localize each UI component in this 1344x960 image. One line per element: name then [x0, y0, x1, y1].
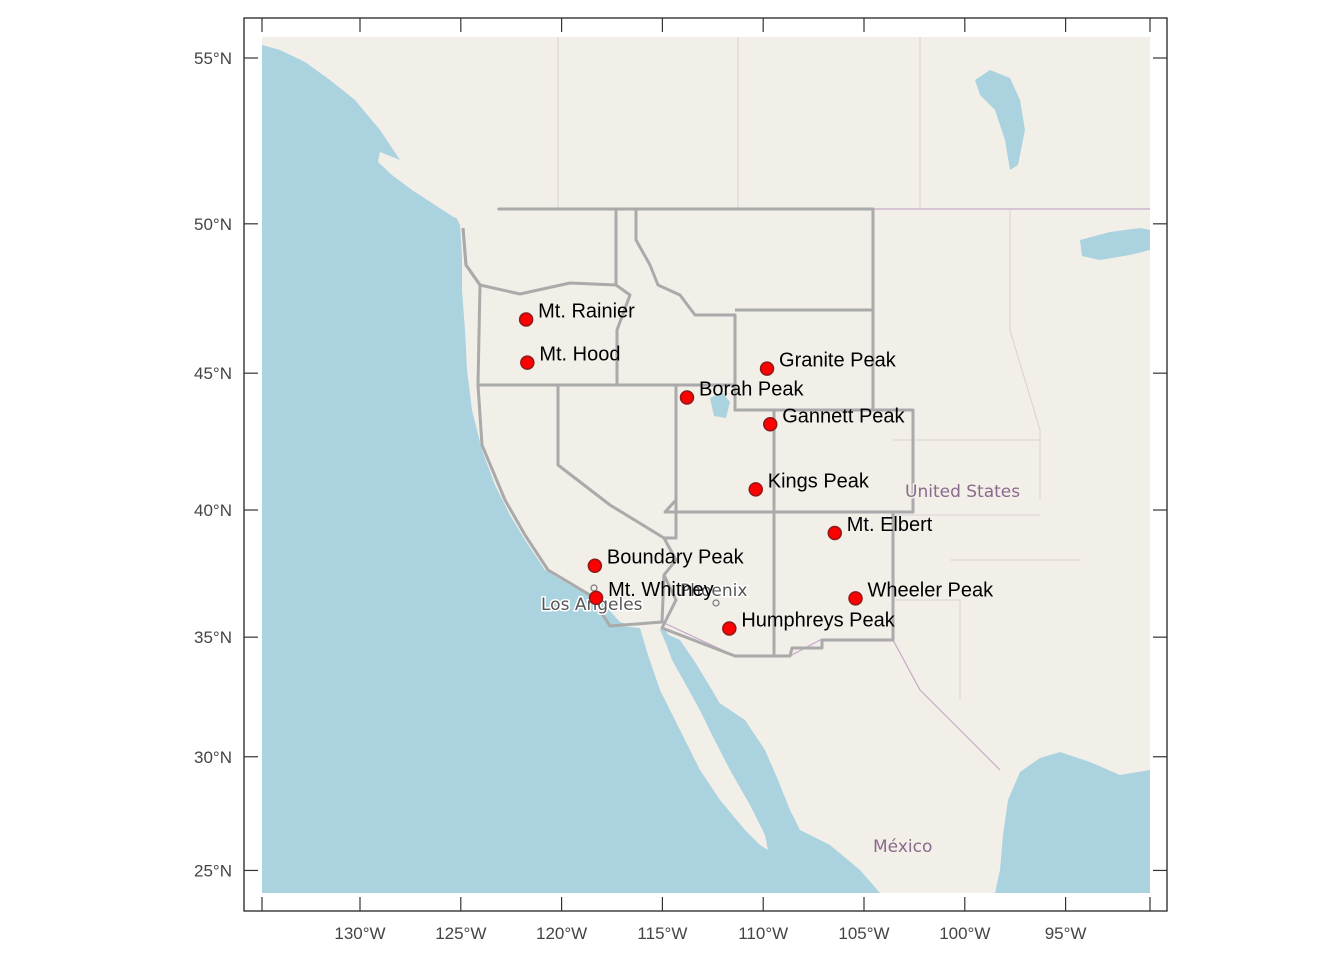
label-los-angeles: Los Angeles	[541, 595, 643, 615]
y-tick-label: 30°N	[194, 748, 232, 767]
peak-marker-group: Borah Peak	[679, 379, 805, 405]
y-tick-label: 35°N	[194, 628, 232, 647]
y-tick-label: 55°N	[194, 49, 232, 68]
x-tick-label: 95°W	[1045, 924, 1087, 943]
basemap	[262, 37, 1150, 893]
label-phoenix: Phoenix	[680, 581, 747, 601]
peaks-layer: Mt. Rainier Mt. Hood Granite Peak Borah Pea…	[518, 301, 995, 636]
peak-marker-group: Mt. Rainier	[518, 301, 635, 327]
x-tick-label: 120°W	[536, 924, 587, 943]
x-axis: 130°W 125°W 120°W 115°W 110°W 105°W 100°W 95°W	[261, 18, 1151, 943]
faint-admin-lines	[557, 37, 1080, 700]
peak-marker-group: Humphreys Peak	[722, 610, 896, 636]
x-tick-label: 125°W	[435, 924, 486, 943]
y-tick-label: 40°N	[194, 501, 232, 520]
peak-label: Borah Peak	[699, 379, 805, 401]
peak-marker[interactable]	[827, 525, 843, 541]
peak-marker[interactable]	[679, 390, 695, 405]
land-baja	[612, 625, 768, 850]
peak-label: Wheeler Peak	[868, 579, 995, 601]
panel-border	[243, 17, 1168, 912]
peak-marker[interactable]	[587, 558, 603, 573]
peak-marker-group: Mt. Hood	[520, 344, 620, 370]
y-tick-label: 50°N	[194, 215, 232, 234]
peak-marker[interactable]	[763, 417, 778, 432]
peak-marker-group: Wheeler Peak	[848, 579, 995, 606]
peak-marker[interactable]	[588, 590, 604, 606]
label-united-states: United States	[905, 482, 1020, 502]
peak-marker-group: Mt. Elbert	[827, 514, 933, 541]
gulf-of-california	[662, 632, 778, 845]
land-vancouver-island	[378, 152, 462, 218]
basemap-labels: United States México Los Angeles Phoenix	[540, 481, 1022, 859]
peak-marker[interactable]	[722, 621, 737, 636]
peak-label: Mt. Rainier	[538, 301, 635, 323]
label-mexico: México	[873, 837, 932, 857]
y-tick-label: 25°N	[194, 861, 232, 880]
y-axis: 55°N 50°N 45°N 40°N 35°N 30°N 25°N	[194, 49, 1167, 880]
y-tick-label: 45°N	[194, 364, 232, 383]
salt-lake	[710, 392, 730, 418]
x-tick-label: 115°W	[637, 924, 687, 943]
peak-marker[interactable]	[759, 361, 775, 376]
peak-label: Granite Peak	[779, 350, 897, 372]
state-boundaries	[461, 207, 915, 658]
land-north-america	[262, 37, 1150, 893]
peak-marker-group: Boundary Peak	[587, 547, 745, 573]
x-tick-label: 105°W	[838, 924, 889, 943]
x-tick-label: 100°W	[939, 924, 990, 943]
peak-label: Mt. Hood	[539, 344, 620, 366]
us-mexico-border	[609, 621, 1001, 771]
peak-label: Gannett Peak	[782, 405, 905, 427]
peak-label: Boundary Peak	[607, 547, 745, 569]
peak-marker-group: Granite Peak	[759, 350, 897, 376]
peak-marker[interactable]	[748, 482, 763, 497]
x-tick-label: 110°W	[738, 924, 788, 943]
peak-label: Humphreys Peak	[741, 610, 895, 632]
peak-marker-group: Kings Peak	[748, 470, 870, 497]
peak-marker-group: Mt. Whitney	[588, 579, 714, 606]
peak-marker[interactable]	[518, 312, 534, 327]
x-tick-label: 130°W	[334, 924, 385, 943]
peak-marker[interactable]	[848, 591, 863, 606]
lake-superior	[1080, 228, 1150, 260]
city-dot-phoenix	[712, 599, 720, 607]
peak-marker[interactable]	[520, 355, 535, 370]
peak-label: Kings Peak	[768, 470, 870, 492]
lake-winnipeg	[975, 70, 1025, 170]
peak-label: Mt. Elbert	[847, 514, 933, 536]
peak-label: Mt. Whitney	[608, 579, 714, 601]
peak-marker-group: Gannett Peak	[763, 405, 906, 432]
